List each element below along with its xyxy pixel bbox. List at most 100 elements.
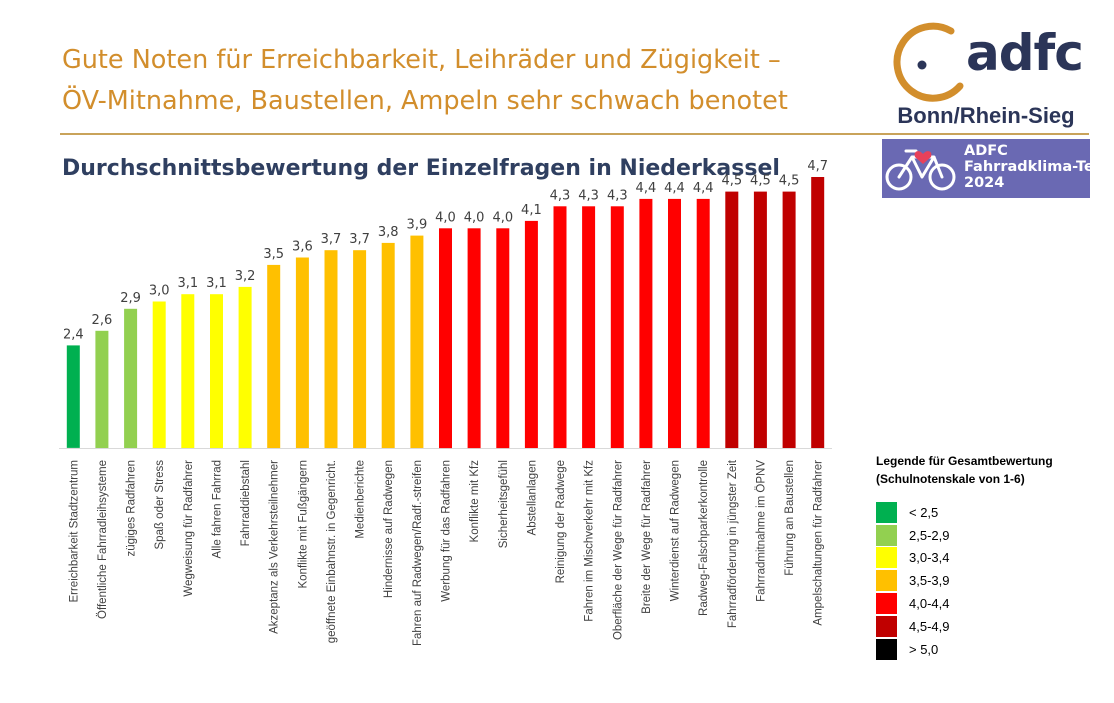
- data-label: 3,0: [149, 284, 170, 299]
- fahrradklima-test-badge: ADFC Fahrradklima-Test 2024: [882, 139, 1109, 198]
- legend-item: 2,5-2,9: [876, 524, 949, 547]
- bar: [610, 206, 624, 448]
- bar: [524, 220, 538, 448]
- badge-line-2: Fahrradklima-Test: [964, 159, 1110, 175]
- legend-item: 3,5-3,9: [876, 569, 949, 592]
- category-label: Akzeptanz als Verkehrsteilnehmer: [269, 460, 281, 634]
- category-label: Ampelschaltungen für Radfahrer: [813, 460, 825, 626]
- legend-label: 3,5-3,9: [909, 573, 950, 589]
- legend-label: 4,5-4,9: [909, 618, 950, 634]
- legend-label: 4,0-4,4: [909, 596, 950, 612]
- category-label: Öffentliche Fahrradleihsysteme: [97, 460, 109, 619]
- category-label: Oberfläche der Wege für Radfahrer: [612, 460, 624, 640]
- adfc-logo-text: adfc: [966, 24, 1084, 82]
- category-label: Fahrradmitnahme im ÖPNV: [755, 460, 767, 602]
- legend-swatch: [876, 615, 897, 637]
- data-label: 2,6: [92, 313, 113, 328]
- data-label: 2,4: [63, 327, 84, 342]
- bar: [353, 250, 367, 448]
- data-label: 4,5: [750, 174, 771, 189]
- legend-label: 3,0-3,4: [909, 550, 950, 566]
- data-label: 3,8: [378, 225, 399, 240]
- category-label: Fahren im Mischverkehr mit Kfz: [584, 460, 596, 622]
- category-label: Wegweisung für Radfahrer: [183, 460, 195, 597]
- bar: [467, 228, 481, 449]
- category-label: Spaß oder Stress: [154, 460, 166, 550]
- bar: [496, 228, 510, 449]
- bar: [152, 301, 166, 448]
- adfc-logo-icon: [893, 22, 964, 102]
- category-label: Winterdienst auf Radwegen: [670, 460, 682, 601]
- data-label: 3,2: [235, 269, 256, 284]
- legend-item: < 2,5: [876, 501, 949, 524]
- badge-line-1: ADFC: [964, 143, 1008, 159]
- data-label: 3,9: [407, 218, 428, 233]
- category-label: Fahren auf Radwegen/Radf.-streifen: [412, 460, 424, 646]
- bar: [553, 206, 567, 448]
- data-label: 4,5: [779, 174, 800, 189]
- category-label: Konflikte mit Kfz: [469, 460, 481, 543]
- data-label: 3,5: [263, 247, 284, 262]
- data-label: 3,1: [177, 276, 198, 291]
- bar: [181, 294, 195, 448]
- category-label: Reinigung der Radwege: [555, 460, 567, 583]
- bar: [324, 250, 338, 448]
- headline-line-2: ÖV-Mitnahme, Baustellen, Ampeln sehr sch…: [62, 86, 788, 116]
- bar: [725, 191, 739, 448]
- bar: [696, 198, 710, 448]
- data-label: 3,6: [292, 240, 313, 255]
- category-label: Breite der Wege für Radfahrer: [641, 460, 653, 614]
- legend-swatch: [876, 547, 897, 569]
- category-label: Medienberichte: [355, 460, 367, 539]
- data-label: 4,4: [693, 181, 714, 196]
- bar: [124, 308, 138, 448]
- bar: [210, 294, 223, 448]
- data-label: 4,3: [550, 188, 571, 203]
- bar: [295, 257, 309, 448]
- bicycle-heart-icon: [885, 149, 956, 191]
- category-label: Werbung für das Radfahren: [441, 460, 453, 602]
- region-name: Bonn/Rhein-Sieg: [897, 103, 1075, 128]
- category-label: Fahrraddiebstahl: [240, 460, 252, 546]
- data-label: 4,0: [492, 210, 513, 225]
- legend-label: > 5,0: [909, 641, 939, 657]
- category-label: Hindernisse auf Radwegen: [383, 460, 395, 598]
- legend-item: 4,5-4,9: [876, 615, 949, 638]
- legend-title-line-1: Legende für Gesamtbewertung: [876, 454, 1053, 468]
- legend-swatch: [876, 570, 897, 592]
- category-label: Alle fahren Fahrrad: [212, 460, 224, 558]
- category-label: geöffnete Einbahnstr. in Gegenricht.: [326, 460, 338, 643]
- legend-item: 3,0-3,4: [876, 547, 949, 570]
- category-label: Radweg-Falschparkerkontrolle: [698, 460, 710, 616]
- bar: [95, 330, 109, 448]
- data-label: 4,0: [435, 210, 456, 225]
- data-label: 4,5: [721, 174, 742, 189]
- bar: [439, 228, 452, 449]
- data-label: 3,7: [321, 232, 342, 247]
- data-label: 4,3: [607, 188, 628, 203]
- chart-subtitle: Durchschnittsbewertung der Einzelfragen …: [62, 156, 780, 181]
- header-divider: [60, 133, 1089, 135]
- legend-swatch: [876, 501, 897, 523]
- bar: [639, 198, 653, 448]
- data-label: 4,3: [578, 188, 599, 203]
- data-label: 3,1: [206, 276, 227, 291]
- category-label: Führung an Baustellen: [784, 460, 796, 576]
- badge-line-3: 2024: [964, 175, 1005, 191]
- category-label: Sicherheitsgefühl: [498, 460, 510, 548]
- bar: [267, 264, 281, 448]
- bar: [582, 206, 596, 448]
- data-label: 4,1: [521, 203, 542, 218]
- category-label: Erreichbarkeit Stadtzentrum: [68, 460, 80, 603]
- bar: [66, 345, 80, 448]
- bar: [811, 177, 825, 448]
- category-label: zügiges Radfahren: [126, 460, 138, 557]
- legend-item: 4,0-4,4: [876, 592, 949, 615]
- bar: [782, 191, 796, 448]
- data-label: 4,4: [636, 181, 657, 196]
- legend-swatch: [876, 593, 897, 615]
- legend-label: < 2,5: [909, 504, 939, 520]
- chart-legend: Legende für Gesamtbewertung (Schulnotens…: [872, 448, 1098, 663]
- legend-title-line-2: (Schulnotenskale von 1-6): [876, 472, 1025, 486]
